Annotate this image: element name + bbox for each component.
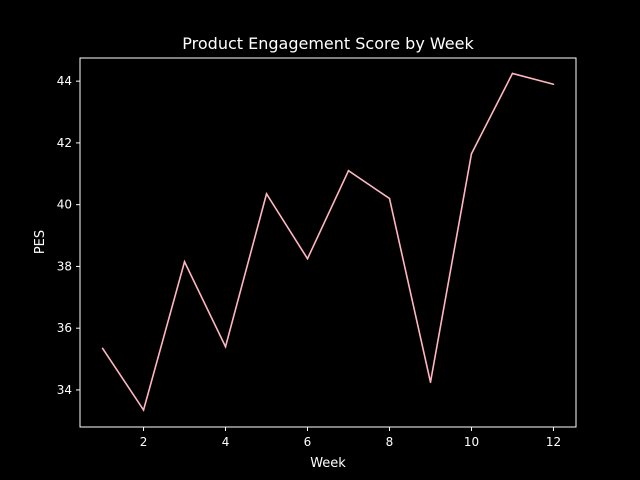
axes-frame bbox=[79, 57, 577, 428]
x-tick-label: 4 bbox=[222, 435, 230, 449]
data-point bbox=[347, 169, 350, 172]
x-tick-label: 6 bbox=[304, 435, 312, 449]
y-tick-label: 36 bbox=[57, 321, 72, 335]
x-tick-label: 12 bbox=[546, 435, 561, 449]
x-axis-label: Week bbox=[310, 456, 346, 471]
data-point bbox=[101, 347, 104, 350]
data-point bbox=[470, 152, 473, 155]
y-axis-label: PES bbox=[33, 230, 48, 254]
data-point bbox=[224, 345, 227, 348]
x-tick-label: 10 bbox=[464, 435, 479, 449]
data-point bbox=[306, 257, 309, 260]
data-point bbox=[552, 83, 555, 86]
chart-title: Product Engagement Score by Week bbox=[182, 34, 474, 53]
y-tick-label: 42 bbox=[57, 136, 72, 150]
x-tick-label: 2 bbox=[140, 435, 148, 449]
series-line bbox=[101, 72, 554, 412]
x-tick-label: 8 bbox=[386, 435, 394, 449]
plot-area bbox=[101, 72, 555, 412]
y-tick-label: 44 bbox=[57, 74, 72, 88]
y-tick-label: 34 bbox=[57, 383, 72, 397]
y-tick-label: 40 bbox=[57, 198, 72, 212]
x-axis: 2 4 6 8 10 12 bbox=[140, 427, 561, 449]
data-point bbox=[388, 197, 391, 200]
y-tick-label: 38 bbox=[57, 259, 72, 273]
data-point bbox=[265, 193, 268, 195]
y-axis: 34 36 38 40 42 44 bbox=[57, 74, 80, 397]
data-point bbox=[183, 260, 186, 263]
data-point bbox=[511, 72, 514, 75]
data-point bbox=[142, 409, 145, 411]
data-point bbox=[429, 381, 432, 384]
